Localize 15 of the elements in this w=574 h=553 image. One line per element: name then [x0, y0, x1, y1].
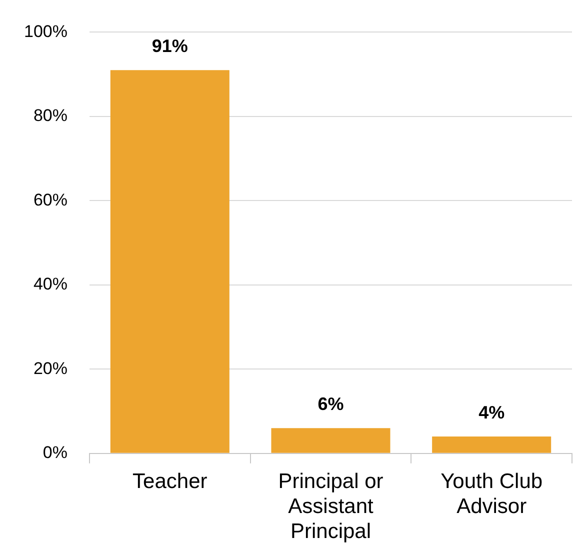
data-label: 4%: [478, 402, 505, 423]
x-tick-label: Teacher: [132, 470, 208, 493]
x-tick-label: Principal or Assistant Principal: [278, 470, 384, 544]
data-label: 91%: [152, 36, 188, 56]
bar: [271, 428, 390, 453]
y-tick-label: 100%: [24, 22, 68, 41]
data-label: 6%: [318, 394, 344, 414]
x-tick-label: Youth Club Advisor: [440, 470, 543, 518]
y-tick-label: 20%: [33, 358, 68, 378]
y-tick-label: 60%: [33, 190, 68, 210]
bar: [432, 436, 552, 453]
y-tick-label: 40%: [33, 274, 68, 294]
y-tick-label: 0%: [42, 443, 68, 462]
y-tick-label: 80%: [33, 106, 68, 126]
bar: [110, 70, 230, 453]
